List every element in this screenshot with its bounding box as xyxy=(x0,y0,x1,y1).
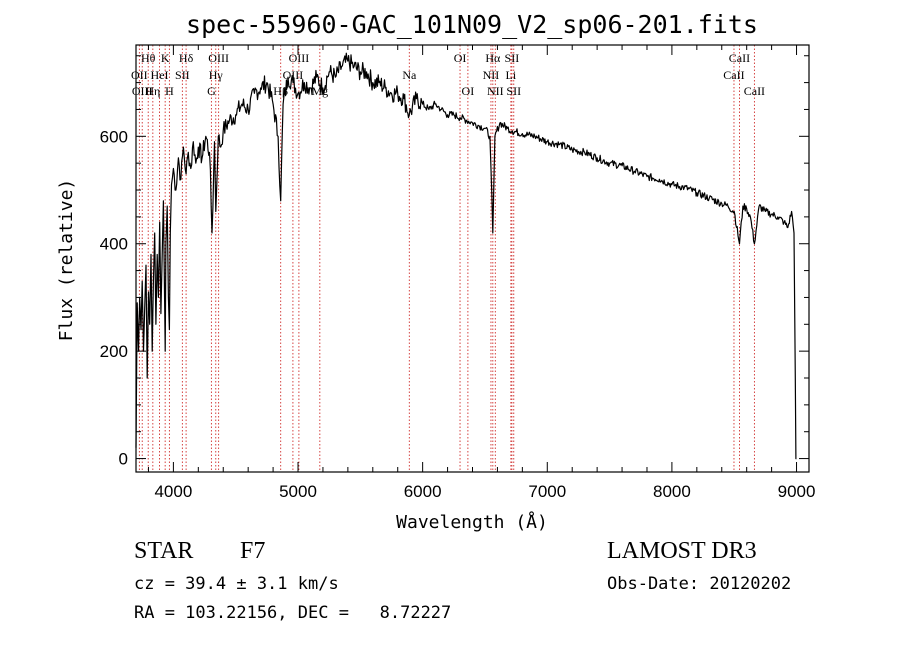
line-label: SII xyxy=(506,84,521,98)
line-label: Hη xyxy=(145,84,160,98)
x-tick-label: 5000 xyxy=(279,482,317,501)
line-label: NII xyxy=(483,68,500,82)
y-tick-label: 0 xyxy=(119,450,128,469)
line-label: Hδ xyxy=(179,51,194,65)
spectrum-line xyxy=(135,52,797,460)
obs-date: Obs-Date: 20120202 xyxy=(607,574,792,594)
y-tick-label: 600 xyxy=(100,127,128,146)
x-tick-label: 8000 xyxy=(653,482,691,501)
line-label: SII xyxy=(505,51,520,65)
line-label: G xyxy=(207,84,216,98)
x-tick-label: 7000 xyxy=(528,482,566,501)
object-subclass: F7 xyxy=(240,538,266,564)
x-tick-label: 6000 xyxy=(404,482,442,501)
line-label: OI xyxy=(462,84,475,98)
coordinates: RA = 103.22156, DEC = 8.72227 xyxy=(134,603,452,623)
line-label: OI xyxy=(454,51,467,65)
chart-title: spec-55960-GAC_101N09_V2_sp06-201.fits xyxy=(186,10,758,39)
line-label: CaII xyxy=(723,68,744,82)
spectrum-chart: spec-55960-GAC_101N09_V2_sp06-201.fits H… xyxy=(56,10,816,533)
x-tick-label: 9000 xyxy=(778,482,816,501)
line-label: CaII xyxy=(729,51,750,65)
line-label: CaII xyxy=(744,84,765,98)
line-label: OIII xyxy=(132,84,153,98)
line-label: Hθ xyxy=(141,51,156,65)
x-axis-label: Wavelength (Å) xyxy=(396,511,548,533)
line-label: K xyxy=(161,51,170,65)
line-label: Li xyxy=(506,68,517,82)
x-tick-label: 4000 xyxy=(154,482,192,501)
line-label: OII xyxy=(131,68,148,82)
x-axis-ticks: 4000 5000 6000 7000 8000 9000 xyxy=(147,45,816,501)
line-label: Hγ xyxy=(209,68,224,82)
line-label: NII xyxy=(487,84,504,98)
redshift-velocity: cz = 39.4 ± 3.1 km/s xyxy=(134,574,339,594)
line-label: HeI xyxy=(151,68,169,82)
line-label: OIII xyxy=(289,51,310,65)
line-label: OIII xyxy=(208,51,229,65)
y-tick-label: 400 xyxy=(100,235,128,254)
line-label: SII xyxy=(175,68,190,82)
y-tick-label: 200 xyxy=(100,342,128,361)
line-label: H xyxy=(165,84,174,98)
y-axis-ticks: 0 200 400 600 xyxy=(100,55,809,469)
survey-name: LAMOST DR3 xyxy=(607,538,757,564)
line-label: Na xyxy=(402,68,417,82)
object-class: STAR xyxy=(134,538,194,564)
line-label: Hα xyxy=(485,51,501,65)
y-axis-label: Flux (relative) xyxy=(56,179,77,342)
emission-line-markers xyxy=(138,45,755,472)
